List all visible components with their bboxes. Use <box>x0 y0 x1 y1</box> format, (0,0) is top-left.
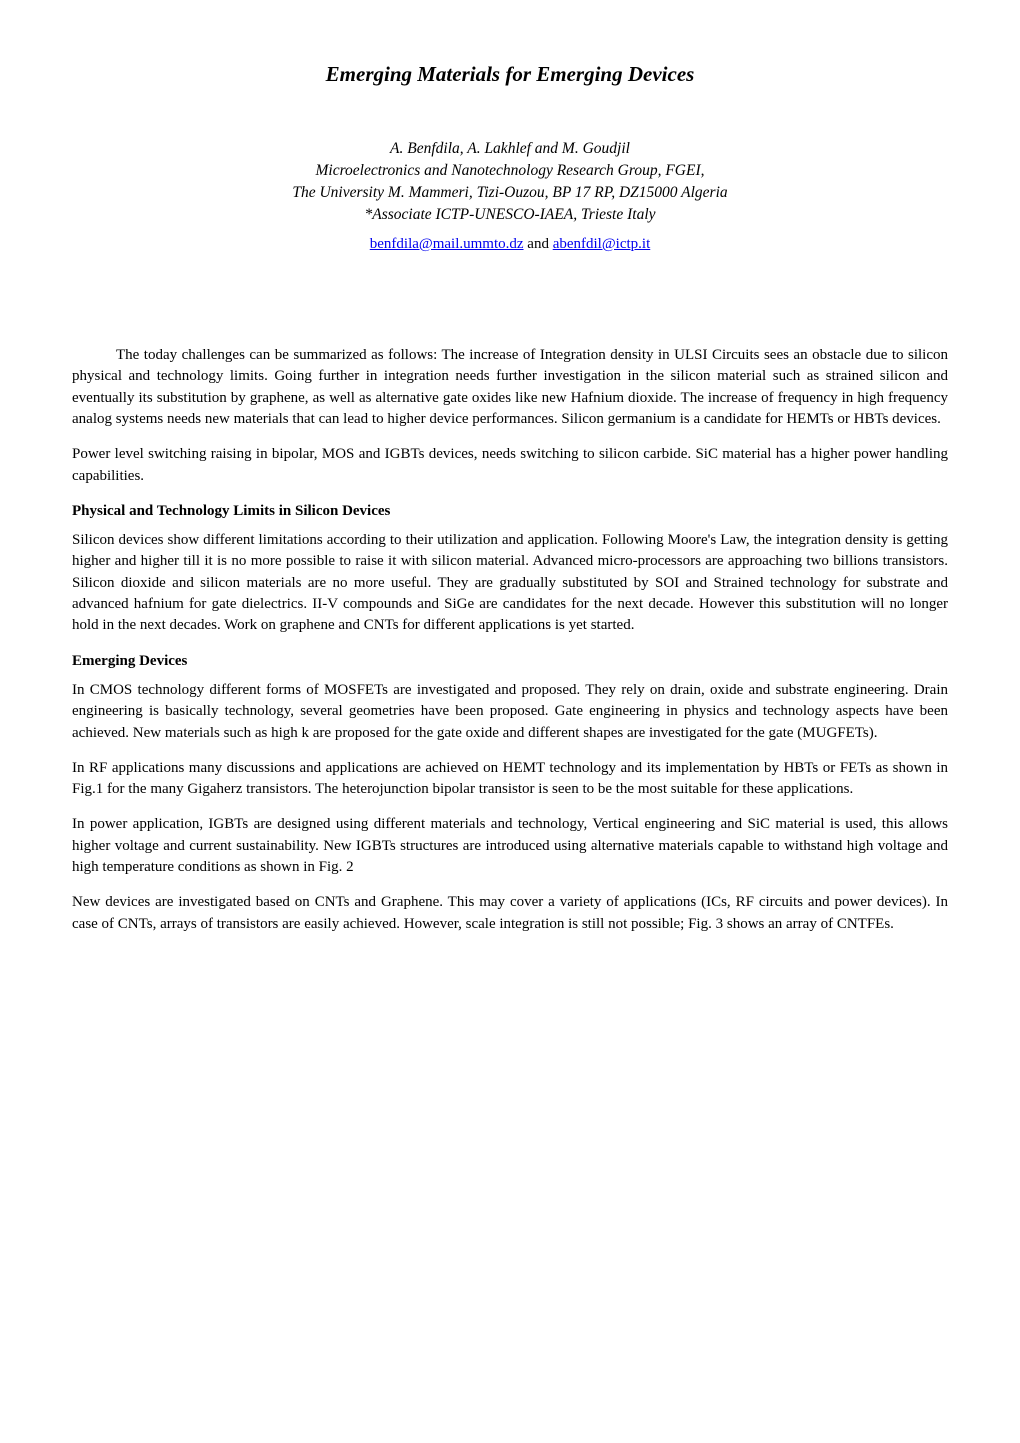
email-link-1[interactable]: benfdila@mail.ummto.dz <box>370 236 524 252</box>
email-link-2[interactable]: abenfdil@ictp.it <box>553 236 651 252</box>
affiliation-line-1: Microelectronics and Nanotechnology Rese… <box>72 160 948 182</box>
section1-paragraph-1: Silicon devices show different limitatio… <box>72 530 948 636</box>
section-heading-limits: Physical and Technology Limits in Silico… <box>72 501 948 522</box>
intro-paragraph-2: Power level switching raising in bipolar… <box>72 444 948 487</box>
intro-paragraph-1: The today challenges can be summarized a… <box>72 345 948 430</box>
emails-line: benfdila@mail.ummto.dz and abenfdil@ictp… <box>72 234 948 255</box>
section2-paragraph-3: In power application, IGBTs are designed… <box>72 814 948 878</box>
section-heading-emerging: Emerging Devices <box>72 651 948 672</box>
email-separator: and <box>524 236 553 252</box>
section2-paragraph-4: New devices are investigated based on CN… <box>72 892 948 935</box>
authors-line: A. Benfdila, A. Lakhlef and M. Goudjil <box>72 138 948 160</box>
section2-paragraph-2: In RF applications many discussions and … <box>72 758 948 801</box>
section2-paragraph-1: In CMOS technology different forms of MO… <box>72 680 948 744</box>
authors-block: A. Benfdila, A. Lakhlef and M. Goudjil M… <box>72 138 948 226</box>
affiliation-line-2: The University M. Mammeri, Tizi-Ouzou, B… <box>72 182 948 204</box>
paper-title: Emerging Materials for Emerging Devices <box>72 60 948 90</box>
affiliation-line-3: *Associate ICTP-UNESCO-IAEA, Trieste Ita… <box>72 204 948 226</box>
